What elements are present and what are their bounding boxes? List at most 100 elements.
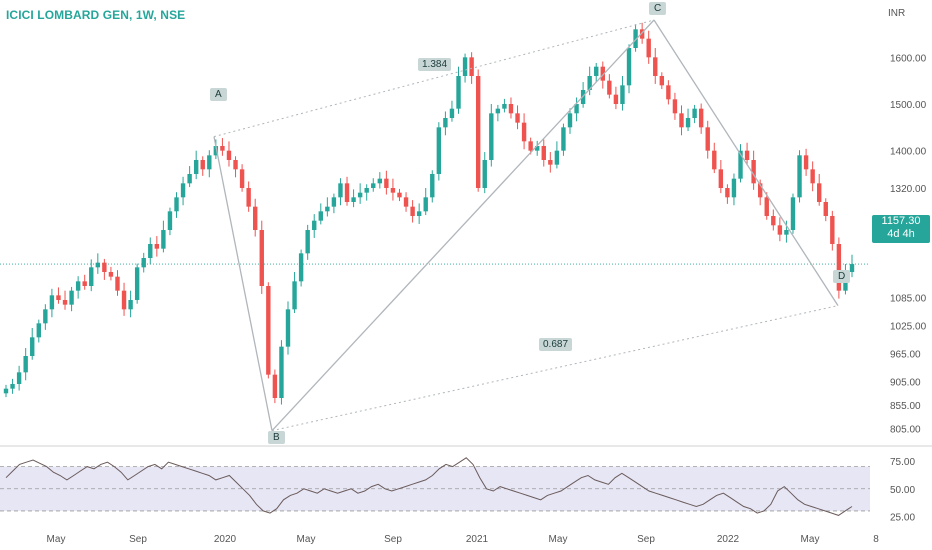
price-tick-label: 1085.00 <box>890 294 927 305</box>
candle-body <box>266 286 271 375</box>
candle-body <box>502 104 507 109</box>
candle-body <box>279 346 284 398</box>
harmonic-pattern <box>213 19 839 432</box>
time-tick-label: May <box>549 534 568 545</box>
candle-body <box>731 178 737 198</box>
last-price-badge: 1157.30 4d 4h <box>872 215 930 243</box>
time-tick-label: 2022 <box>717 534 740 545</box>
pattern-leg <box>271 19 655 432</box>
candle-body <box>784 230 789 235</box>
candle-body <box>679 113 684 128</box>
price-tick-label: 1600.00 <box>890 53 927 64</box>
candle-body <box>567 113 573 128</box>
candle-body <box>489 113 494 160</box>
candle-body <box>200 160 205 170</box>
candle-body <box>449 108 455 118</box>
pattern-point-d: D <box>833 270 851 283</box>
candle-body <box>777 225 783 235</box>
candle-body <box>193 160 199 174</box>
candle-body <box>213 146 219 156</box>
candle-body <box>187 174 192 184</box>
candle-body <box>416 211 422 216</box>
candle-body <box>377 178 383 184</box>
time-tick-label: 8 <box>873 534 879 545</box>
candle-body <box>508 104 514 114</box>
candle-body <box>521 122 527 142</box>
pattern-leg <box>653 19 839 306</box>
candle-body <box>89 267 94 286</box>
candle-body <box>541 146 546 160</box>
candle-body <box>738 150 743 179</box>
time-tick-label: Sep <box>129 534 147 545</box>
candle-body <box>646 38 651 58</box>
candle-body <box>672 99 678 114</box>
price-tick-label: 855.00 <box>890 401 921 412</box>
price-tick-label: 805.00 <box>890 424 921 435</box>
candle-body <box>174 197 179 212</box>
pattern-point-b: B <box>268 431 285 444</box>
candle-body <box>436 127 442 174</box>
candle-body <box>220 146 225 151</box>
candle-body <box>561 127 566 151</box>
candle-body <box>331 197 337 207</box>
candle-body <box>338 183 343 198</box>
price-tick-label: 1500.00 <box>890 100 927 111</box>
candle-body <box>574 104 579 114</box>
candle-body <box>410 206 415 216</box>
candle-body <box>364 188 369 193</box>
candle-body <box>692 108 697 118</box>
price-tick-label: 1320.00 <box>890 184 927 195</box>
candle-body <box>115 276 120 291</box>
pattern-ratio-line <box>213 19 655 138</box>
currency-label: INR <box>888 8 906 19</box>
time-axis[interactable]: May Sep 2020 May Sep 2021 May Sep 2022 May 8 <box>47 534 880 545</box>
candle-body <box>790 197 796 230</box>
candle-body <box>292 281 297 310</box>
candle-body <box>325 206 330 212</box>
ratio-bd: 0.687 <box>539 338 573 351</box>
candle-body <box>384 178 389 188</box>
candle-body <box>10 384 15 389</box>
candle-body <box>16 372 22 384</box>
time-tick-label: May <box>47 534 66 545</box>
candle-body <box>659 76 665 86</box>
candle-body <box>344 183 350 202</box>
candle-body <box>475 76 481 188</box>
time-tick-label: Sep <box>637 534 655 545</box>
candle-body <box>666 85 671 100</box>
candle-body <box>744 150 750 160</box>
candle-body <box>548 160 553 165</box>
candle-body <box>253 206 258 230</box>
candle-body <box>390 188 396 193</box>
candle-body <box>613 94 619 104</box>
candle-body <box>515 113 520 123</box>
candle-body <box>95 262 101 268</box>
candle-body <box>180 183 186 198</box>
price-tick-label: 1025.00 <box>890 322 927 333</box>
candle-body <box>712 150 717 170</box>
time-tick-label: Sep <box>384 534 402 545</box>
candle-body <box>403 197 409 207</box>
candle-body <box>141 258 146 268</box>
candle-body <box>718 169 724 188</box>
candle-body <box>705 127 710 151</box>
price-tick-label: 965.00 <box>890 350 921 361</box>
candle-body <box>357 192 363 198</box>
candle-body <box>823 202 828 216</box>
candle-body <box>154 244 160 249</box>
candle-body <box>49 295 55 310</box>
rsi-pane: 75.00 50.00 25.00 <box>0 445 932 523</box>
candle-body <box>121 290 127 310</box>
candle-body <box>849 264 855 272</box>
time-tick-label: May <box>297 534 316 545</box>
price-axis[interactable]: 1600.001500.001400.001320.001240.001085.… <box>890 53 927 435</box>
candle-body <box>698 108 704 128</box>
pattern-point-a: A <box>210 88 227 101</box>
last-price-value: 1157.30 <box>881 215 921 227</box>
candle-body <box>600 66 605 81</box>
chart-title: ICICI LOMBARD GEN, 1W, NSE <box>6 8 186 22</box>
candle-body <box>528 141 533 151</box>
candle-body <box>102 262 107 272</box>
candles <box>3 22 855 405</box>
